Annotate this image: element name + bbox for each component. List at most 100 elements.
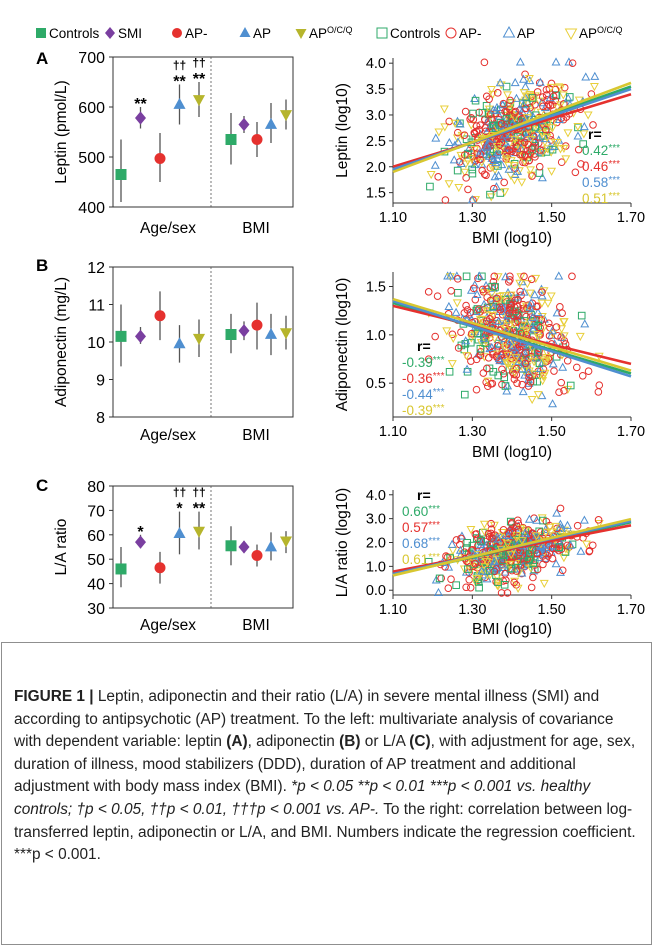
y-axis-label: L/A ratio (log10) — [334, 488, 351, 597]
caption-stats-controls: *p < 0.05 **p < 0.01 ***p < 0.001 vs. he… — [14, 778, 591, 818]
x-group-label: BMI — [242, 427, 270, 444]
x-tick-label: 1.50 — [538, 210, 566, 226]
scatter-point-controls — [499, 556, 508, 565]
scatter-point-apo-c-q — [426, 171, 436, 180]
scatter-point-controls — [478, 109, 487, 117]
scatter-point-apo-c-q — [526, 564, 536, 573]
scatter-point-ap — [468, 545, 477, 554]
scatter-point-apo-c-q — [506, 157, 516, 166]
scatter-point-controls — [462, 544, 471, 552]
scatter-point-ap — [545, 93, 555, 102]
point-smi-bmi — [238, 324, 250, 338]
scatter-point-ap — [497, 138, 506, 147]
y-tick-label: 11 — [88, 298, 105, 315]
scatter-point-apo-c-q — [439, 105, 449, 114]
scatter-point-ap — [563, 93, 573, 102]
scatter-point-ap — [519, 100, 528, 109]
scatter-point-apo-c-q — [500, 188, 510, 197]
scatter-point-ap — [536, 542, 546, 551]
scatter-point-apo-c-q — [541, 528, 551, 537]
scatter-point-apo-c-q — [505, 322, 514, 331]
y-tick-label: 700 — [78, 50, 105, 67]
scatter-point-ap — [504, 164, 514, 173]
scatter-point-apo-c-q — [503, 91, 513, 100]
scatter-point-controls — [507, 564, 515, 573]
scatter-point-ap — [548, 399, 558, 408]
scatter-point-controls — [460, 390, 469, 399]
scatter-point-apo-c-q — [506, 171, 516, 181]
scatter-point-ap — [537, 173, 547, 182]
y-tick-label: 1.0 — [366, 559, 386, 575]
scatter-point-ap — [564, 57, 574, 66]
scatter-point-ap — [550, 367, 558, 375]
x-group-label: BMI — [242, 220, 270, 237]
scatter-point-controls — [476, 344, 485, 353]
scatter-point-ap — [573, 131, 583, 140]
legend-marker-open-apo-c-q — [564, 28, 578, 41]
scatter-point-ap — [514, 356, 524, 365]
scatter-point-controls — [485, 567, 494, 575]
x-axis-label: BMI (log10) — [472, 230, 552, 247]
scatter-point-apo-c-q — [537, 299, 547, 308]
y-tick-label: 60 — [87, 528, 105, 545]
scatter-point-ap — [558, 362, 568, 371]
x-tick-label: 1.10 — [379, 210, 407, 226]
point-apo-c-q-bmi — [279, 110, 293, 122]
scatter-point-ap — [487, 529, 495, 538]
scatter-point-ap — [555, 388, 563, 396]
y-tick-label: 3.5 — [366, 82, 386, 98]
scatter-point-ap — [477, 566, 487, 575]
scatter-point-ap — [526, 149, 534, 157]
y-tick-label: 80 — [87, 479, 105, 496]
scatter-point-apo-c-q — [547, 167, 557, 176]
scatter-point-ap — [452, 536, 461, 544]
scatter-point-ap — [554, 271, 564, 280]
scatter-point-ap — [524, 367, 534, 377]
scatter-point-ap — [460, 548, 469, 556]
scatter-point-apo-c-q — [533, 333, 543, 343]
scatter-point-apo-c-q — [504, 161, 514, 171]
scatter-point-ap — [517, 277, 527, 286]
scatter-point-apo-c-q — [557, 325, 567, 334]
scatter-point-ap — [525, 373, 533, 382]
scatter-point-apo-c-q — [537, 312, 547, 322]
scatter-point-apo-c-q — [559, 318, 569, 327]
scatter-point-ap — [490, 272, 499, 281]
scatter-point-ap — [518, 386, 528, 396]
scatter-point-ap — [493, 342, 502, 350]
scatter-point-apo-c-q — [561, 155, 571, 164]
point-smi-age-sex — [135, 535, 146, 549]
scatter-point-ap — [560, 386, 568, 395]
legend-right: Controls AP- AP APO/C/Q — [376, 25, 623, 41]
scatter-point-controls — [534, 321, 542, 330]
scatter-point-ap — [571, 168, 580, 177]
scatter-point-ap — [535, 552, 545, 562]
legend-label-smi: SMI — [118, 26, 142, 41]
scatter-point-apo-c-q — [517, 321, 527, 330]
scatter-point-apo-c-q — [542, 353, 552, 363]
r-value-ap: 0.57*** — [402, 520, 440, 535]
scatter-point-ap — [590, 71, 600, 80]
y-tick-label: 0.5 — [366, 376, 386, 392]
regression-line-apo-c-q — [392, 81, 632, 174]
legend-marker-apo-c-q — [295, 29, 307, 39]
scatter-point-ap — [527, 275, 536, 284]
scatter-point-ap — [538, 288, 546, 296]
scatter-point-apo-c-q — [440, 123, 450, 132]
scatter-point-ap — [487, 519, 495, 528]
scatter-point-ap — [595, 381, 604, 390]
scatter-point-apo-c-q — [493, 582, 503, 591]
y-axis-label: Adiponectin (mg/L) — [53, 277, 70, 407]
scatter-point-ap — [475, 305, 483, 314]
scatter-point-apo-c-q — [558, 91, 568, 100]
scatter-point-apo-c-q — [532, 532, 541, 541]
scatter-point-apo-c-q — [492, 573, 502, 582]
caption-mid2: or L/A — [364, 733, 406, 751]
scatter-point-controls — [435, 574, 444, 583]
scatter-point-apo-c-q — [510, 135, 520, 144]
scatter-point-apo-c-q — [581, 540, 591, 549]
y-tick-label: 10 — [87, 335, 105, 352]
scatter-point-ap — [552, 323, 561, 331]
scatter-point-ap — [579, 515, 589, 524]
scatter-point-ap — [551, 559, 561, 568]
